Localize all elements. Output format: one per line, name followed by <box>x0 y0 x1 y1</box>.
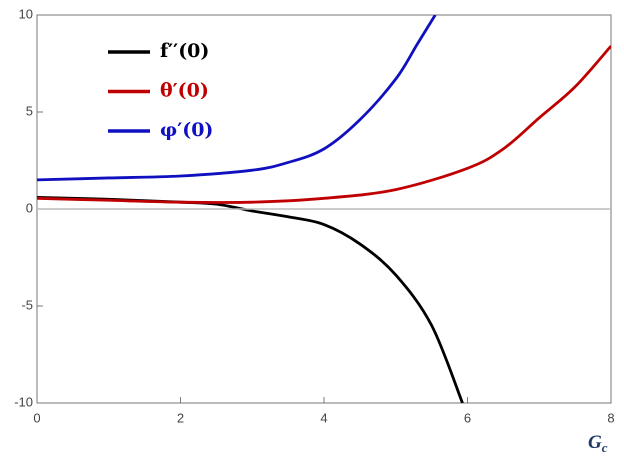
x-tick-label: 6 <box>464 410 471 425</box>
y-tick-label: 0 <box>26 200 33 215</box>
plot-area <box>37 15 611 403</box>
x-tick-label: 8 <box>607 410 614 425</box>
x-tick-label: 0 <box>33 410 40 425</box>
legend-label: θ′(0) <box>160 80 209 102</box>
y-tick-label: 10 <box>19 6 33 21</box>
y-tick-label: -5 <box>21 297 33 312</box>
line-series <box>37 45 611 204</box>
x-axis-label: Gc <box>588 432 608 455</box>
legend-label: f′′(0) <box>160 40 209 62</box>
y-tick-label: 5 <box>26 103 33 118</box>
y-tick-label: -10 <box>14 394 33 409</box>
line-series <box>37 15 437 182</box>
x-tick-label: 4 <box>320 410 327 425</box>
line-series <box>37 195 464 403</box>
x-tick-label: 2 <box>177 410 184 425</box>
legend-label: φ′(0) <box>160 119 213 141</box>
